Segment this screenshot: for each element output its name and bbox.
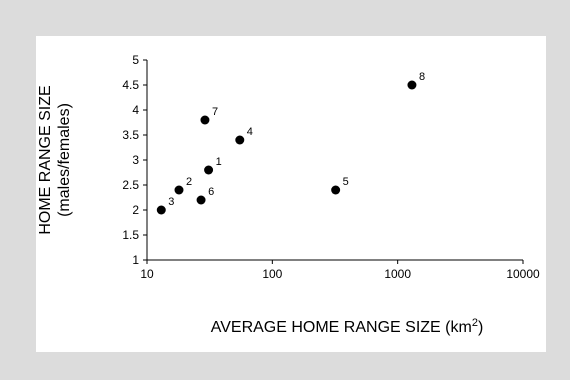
x-tick-label: 1000 — [384, 267, 411, 281]
x-axis-title: AVERAGE HOME RANGE SIZE (km2) — [211, 317, 484, 336]
y-ticks: 1 1.5 2 2.5 3 3.5 4 4.5 5 — [122, 53, 147, 267]
data-point-label: 3 — [168, 196, 174, 208]
data-point-label: 7 — [212, 106, 218, 118]
y-tick-label: 3.5 — [122, 128, 139, 142]
data-point — [196, 195, 206, 205]
data-point — [235, 135, 245, 145]
data-point-label: 4 — [247, 126, 253, 138]
data-point — [331, 185, 341, 195]
y-tick-label: 2 — [132, 203, 139, 217]
y-tick-label: 4.5 — [122, 78, 139, 92]
x-axis-title-suffix: ) — [478, 319, 483, 336]
x-tick-label: 100 — [262, 267, 282, 281]
y-tick-label: 1.5 — [122, 228, 139, 242]
y-axis-title-line1: HOME RANGE SIZE — [37, 85, 54, 234]
x-tick-label: 10 — [140, 267, 154, 281]
scatter-chart: 11.522.533.544.55 10 100 1000 10000 1234567… — [37, 53, 540, 336]
y-tick-label: 3 — [132, 153, 139, 167]
data-point — [174, 185, 184, 195]
axes — [146, 60, 523, 261]
x-axis-title-superscript: 2 — [472, 317, 478, 329]
data-point-label: 8 — [419, 71, 425, 83]
data-point-label: 2 — [186, 176, 192, 188]
data-point — [204, 165, 214, 175]
y-tick-label: 4 — [132, 103, 139, 117]
data-point-label: 1 — [216, 156, 222, 168]
y-tick-label: 5 — [132, 53, 139, 67]
y-tick-label: 1 — [132, 253, 139, 267]
data-point-label: 6 — [208, 186, 214, 198]
x-axis-title-main: AVERAGE HOME RANGE SIZE (km — [211, 319, 472, 336]
data-point — [156, 205, 166, 215]
data-point — [407, 80, 417, 90]
x-tick-label: 10000 — [506, 267, 540, 281]
data-point — [200, 115, 210, 125]
data-point-label: 5 — [343, 176, 349, 188]
x-ticks: 10 100 1000 10000 — [140, 260, 540, 281]
y-tick-label: 2.5 — [122, 178, 139, 192]
y-axis-title-line2: (males/females) — [56, 103, 73, 217]
